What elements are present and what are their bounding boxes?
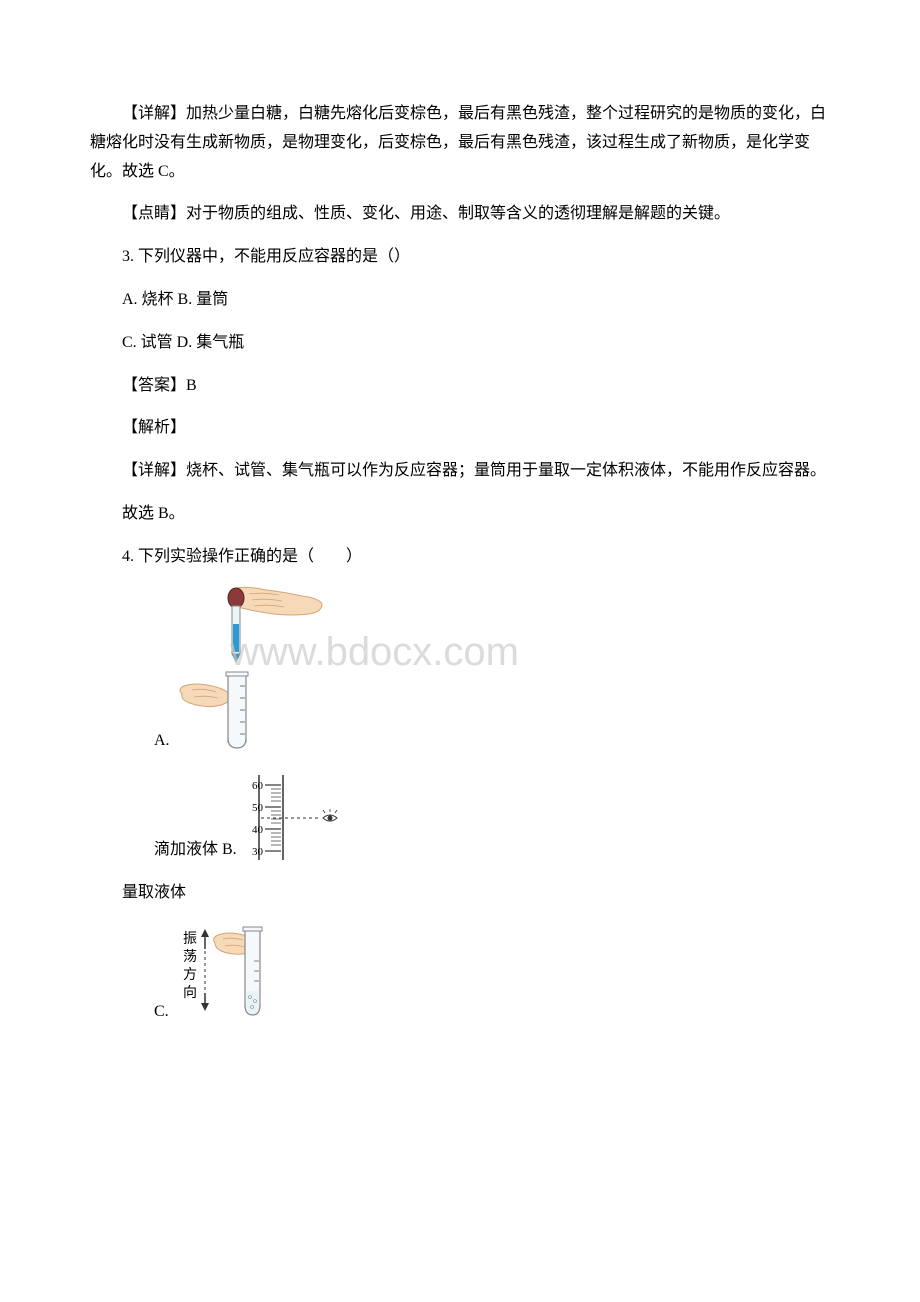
shake-text-3: 方 <box>183 967 197 983</box>
q4-label-c: C. <box>122 998 169 1027</box>
q3-option-ab: A. 烧杯 B. 量筒 <box>90 286 830 315</box>
svg-text:50: 50 <box>252 802 264 814</box>
explanation-detail: 【详解】加热少量白糖，白糖先熔化后变棕色，最后有黑色残渣，整个过程研究的是物质的… <box>90 100 830 186</box>
q3-stem: 3. 下列仪器中，不能用反应容器的是（） <box>90 243 830 272</box>
shake-text-1: 振 <box>183 931 197 947</box>
q3-detail: 【详解】烧杯、试管、集气瓶可以作为反应容器；量筒用于量取一定体积液体，不能用作反… <box>90 457 830 486</box>
svg-text:30: 30 <box>252 846 264 858</box>
q4-label-b: 滴加液体 B. <box>122 836 237 865</box>
q4-label-a: A. <box>122 727 170 756</box>
svg-text:40: 40 <box>252 824 264 836</box>
q4-figure-c: 振 荡 方 向 <box>173 921 273 1026</box>
q3-option-cd: C. 试管 D. 集气瓶 <box>90 329 830 358</box>
q4-figure-b: 60 50 40 30 <box>251 770 341 865</box>
q4-figure-a <box>174 586 324 756</box>
shake-text-4: 向 <box>183 985 197 1001</box>
q3-answer: 【答案】B <box>90 372 830 401</box>
shake-text-2: 荡 <box>183 949 197 965</box>
q4-stem: 4. 下列实验操作正确的是（ ） <box>90 543 830 572</box>
explanation-comment: 【点睛】对于物质的组成、性质、变化、用途、制取等含义的透彻理解是解题的关键。 <box>90 200 830 229</box>
svg-text:60: 60 <box>252 780 264 792</box>
q3-conclusion: 故选 B。 <box>90 500 830 529</box>
q4-label-b-caption: 量取液体 <box>90 879 830 908</box>
q3-analysis-label: 【解析】 <box>90 414 830 443</box>
